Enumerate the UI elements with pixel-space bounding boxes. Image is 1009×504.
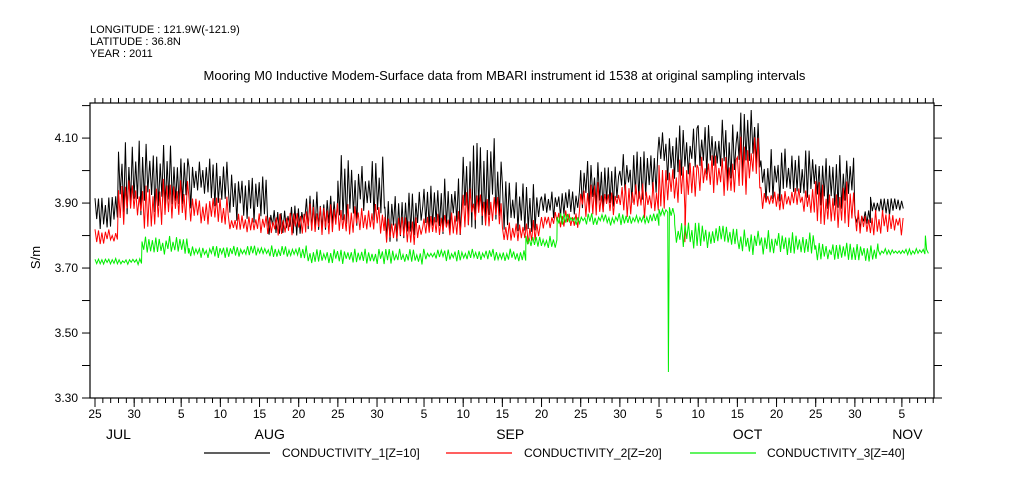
x-tick-label: 15: [731, 407, 745, 421]
y-tick-label: 3.30: [55, 391, 79, 405]
month-label: AUG: [255, 426, 285, 442]
y-tick-label: 3.70: [55, 261, 79, 275]
x-tick-label: 20: [292, 407, 306, 421]
x-tick-label: 30: [613, 407, 627, 421]
longitude-label: LONGITUDE : 121.9W(-121.9): [90, 24, 240, 36]
legend-label-3: CONDUCTIVITY_3[Z=40]: [767, 446, 905, 460]
x-tick-label: 5: [899, 407, 906, 421]
y-tick-label: 4.10: [55, 131, 79, 145]
x-tick-label: 5: [656, 407, 663, 421]
month-label: NOV: [892, 426, 923, 442]
x-tick-label: 20: [770, 407, 784, 421]
x-tick-label: 30: [128, 407, 142, 421]
x-tick-label: 10: [692, 407, 706, 421]
plot-frame: [89, 102, 935, 399]
chart-title: Mooring M0 Inductive Modem-Surface data …: [203, 68, 806, 83]
x-tick-label: 10: [214, 407, 228, 421]
series-line-1: [94, 109, 904, 242]
month-label: OCT: [733, 426, 763, 442]
x-tick-label: 20: [535, 407, 549, 421]
x-tick-label: 5: [178, 407, 185, 421]
legend-label-1: CONDUCTIVITY_1[Z=10]: [282, 446, 420, 460]
legend-label-2: CONDUCTIVITY_2[Z=20]: [524, 446, 662, 460]
x-tick-label: 25: [331, 407, 345, 421]
x-tick-label: 25: [809, 407, 823, 421]
x-tick-label: 10: [457, 407, 471, 421]
series-line-2: [94, 136, 904, 245]
month-label: SEP: [496, 426, 524, 442]
y-tick-label: 3.90: [55, 196, 79, 210]
x-tick-label: 30: [370, 407, 384, 421]
x-tick-label: 15: [253, 407, 267, 421]
y-tick-label: 3.50: [55, 326, 79, 340]
x-tick-label: 25: [88, 407, 102, 421]
series-line-3: [94, 207, 929, 373]
x-tick-label: 30: [848, 407, 862, 421]
x-tick-label: 25: [574, 407, 588, 421]
latitude-label: LATITUDE : 36.8N: [90, 36, 181, 48]
x-tick-label: 15: [496, 407, 510, 421]
month-label: JUL: [106, 426, 131, 442]
x-tick-label: 5: [421, 407, 428, 421]
year-label: YEAR : 2011: [90, 48, 153, 60]
